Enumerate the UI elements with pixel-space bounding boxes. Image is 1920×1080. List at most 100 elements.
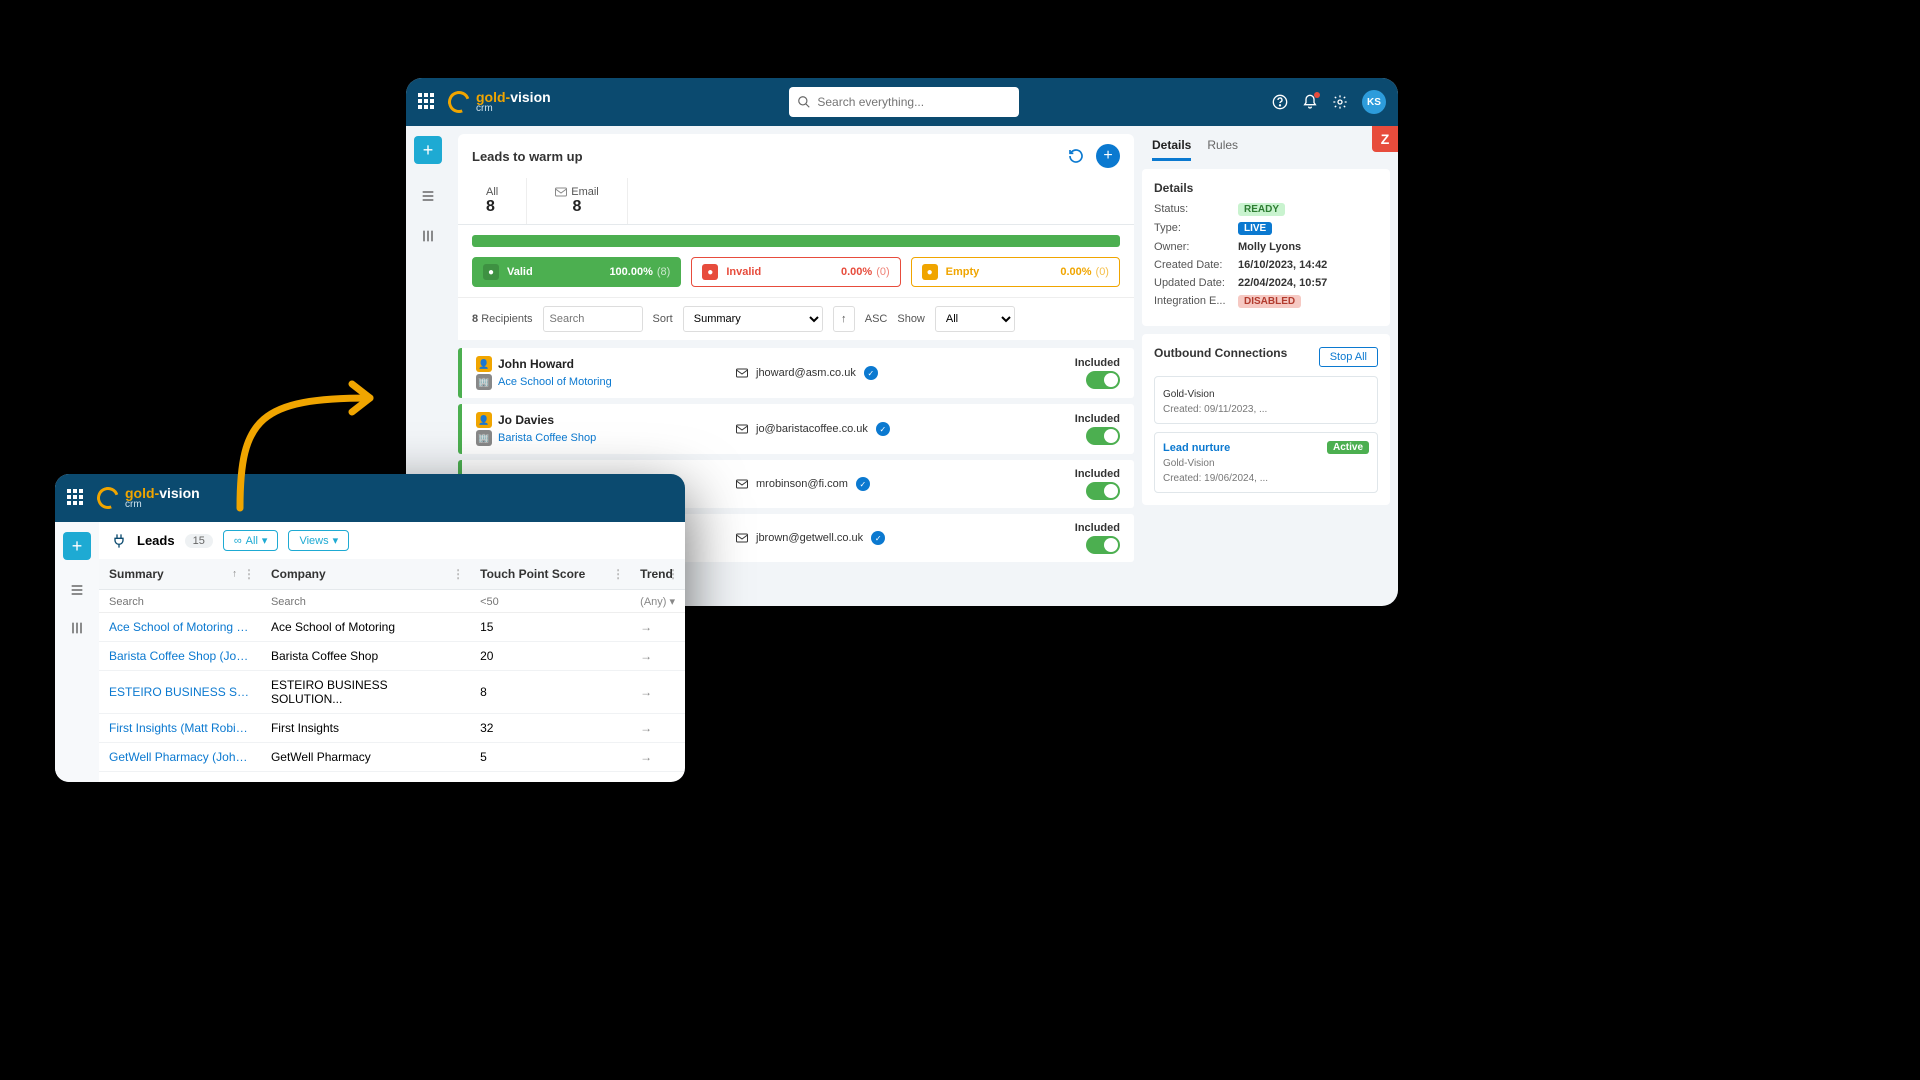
app-header-front: gold-vision crm (55, 474, 685, 522)
rail-columns-icon[interactable] (69, 620, 85, 636)
include-toggle[interactable] (1086, 371, 1120, 389)
created-value: 16/10/2023, 14:42 (1238, 259, 1327, 271)
progress-bar (472, 235, 1120, 247)
lead-summary-link[interactable]: Barista Coffee Shop (Jo Davies) (99, 642, 261, 671)
recipient-label: Recipients (481, 313, 532, 325)
apps-icon[interactable] (418, 93, 436, 111)
column-menu-icon[interactable]: ⋮ (452, 567, 464, 581)
column-label: Touch Point Score (480, 567, 585, 581)
refresh-button[interactable] (1064, 144, 1088, 168)
connection-card[interactable]: Lead nurtureActiveGold-VisionCreated: 19… (1154, 432, 1378, 493)
connection-name[interactable]: Lead nurture (1163, 442, 1230, 454)
include-toggle[interactable] (1086, 482, 1120, 500)
leads-title: Leads (137, 533, 175, 548)
column-filter-input[interactable] (480, 596, 620, 608)
lead-score: 5 (470, 743, 630, 772)
column-filter-input[interactable] (109, 596, 251, 608)
show-select[interactable]: All (935, 306, 1015, 332)
recipient-company[interactable]: Ace School of Motoring (498, 376, 612, 388)
table-row[interactable]: GetWell Pharmacy (John Brown)GetWell Pha… (99, 743, 685, 772)
column-header[interactable]: Touch Point Score ⋮ (470, 559, 630, 590)
column-menu-icon[interactable]: ⋮ (667, 567, 679, 581)
column-filter-input[interactable] (271, 596, 460, 608)
side-tab-details[interactable]: Details (1152, 138, 1191, 161)
status-pill[interactable]: ●Empty0.00%(0) (911, 257, 1120, 287)
table-row[interactable]: ESTEIRO BUSINESS SOLUTION...ESTEIRO BUSI… (99, 671, 685, 714)
lead-summary-link[interactable]: ESTEIRO BUSINESS SOLUTION... (99, 671, 261, 714)
side-tab-rules[interactable]: Rules (1207, 138, 1238, 161)
global-search[interactable] (789, 87, 1019, 117)
column-header[interactable]: Company⋮ (261, 559, 470, 590)
apps-icon[interactable] (67, 489, 85, 507)
lead-summary-link[interactable]: Ace School of Motoring (John ... (99, 613, 261, 642)
views-chip[interactable]: Views▾ (288, 530, 349, 551)
recipient-row[interactable]: 👤John Howard🏢Ace School of Motoringjhowa… (458, 348, 1134, 398)
connection-sub: Gold-Vision (1163, 458, 1369, 469)
global-search-input[interactable] (817, 95, 1011, 109)
rail-add-button[interactable]: + (63, 532, 91, 560)
lead-score: 8 (470, 671, 630, 714)
include-toggle[interactable] (1086, 427, 1120, 445)
column-menu-icon[interactable]: ⋮ (243, 567, 255, 581)
table-row[interactable]: Ace School of Motoring (John ...Ace Scho… (99, 613, 685, 642)
included-label: Included (1000, 522, 1120, 534)
rail-columns-icon[interactable] (420, 228, 436, 244)
sort-asc-icon[interactable]: ↑ (232, 569, 237, 580)
sort-select[interactable]: Summary (683, 306, 823, 332)
add-button[interactable]: + (1096, 144, 1120, 168)
help-icon[interactable] (1272, 94, 1288, 110)
logo-subtext: crm (125, 500, 200, 510)
stop-all-button[interactable]: Stop All (1319, 347, 1378, 367)
sort-dir-label: ASC (865, 313, 888, 325)
table-row[interactable]: Barista Coffee Shop (Jo Davies)Barista C… (99, 642, 685, 671)
z-badge-icon[interactable]: Z (1372, 126, 1398, 152)
recipient-filter-bar: 8 Recipients Sort Summary ↑ ASC Show All (458, 297, 1134, 340)
table-row[interactable]: First Insights (Matt Robinson)First Insi… (99, 714, 685, 743)
tab-email[interactable]: Email 8 (527, 178, 628, 224)
field-label: Integration E... (1154, 295, 1238, 308)
rail-add-button[interactable]: + (414, 136, 442, 164)
front-left-rail: + (55, 522, 99, 782)
settings-icon[interactable] (1332, 94, 1348, 110)
recipient-row[interactable]: 👤Jo Davies🏢Barista Coffee Shopjo@barista… (458, 404, 1134, 454)
tab-email-label: Email (571, 186, 599, 198)
rail-menu-icon[interactable] (420, 188, 436, 204)
plug-icon (111, 533, 127, 549)
status-pill[interactable]: ●Invalid0.00%(0) (691, 257, 900, 287)
field-label: Created Date: (1154, 259, 1238, 271)
notifications-icon[interactable] (1302, 94, 1318, 110)
status-badge: READY (1238, 203, 1285, 216)
included-label: Included (1000, 468, 1120, 480)
logo-mark-icon (97, 487, 119, 509)
leads-toolbar: Leads 15 ∞All▾ Views▾ (99, 522, 685, 559)
rail-menu-icon[interactable] (69, 582, 85, 598)
filter-all-chip[interactable]: ∞All▾ (223, 530, 279, 551)
recipient-company[interactable]: Barista Coffee Shop (498, 432, 596, 444)
recipient-email: mrobinson@fi.com (756, 478, 848, 490)
field-label: Status: (1154, 203, 1238, 216)
column-menu-icon[interactable]: ⋮ (612, 567, 624, 581)
recipient-search-input[interactable] (543, 306, 643, 332)
tab-all[interactable]: All 8 (458, 178, 527, 224)
pill-label: Valid (507, 266, 533, 278)
column-filter-any[interactable]: (Any) ▾ (640, 596, 675, 608)
logo-subtext: crm (476, 104, 551, 114)
status-pill[interactable]: ●Valid100.00%(8) (472, 257, 681, 287)
lead-summary-link[interactable]: GetWell Pharmacy (John Brown) (99, 743, 261, 772)
column-header[interactable]: Summary↑⋮ (99, 559, 261, 590)
connection-status-badge: Active (1327, 441, 1369, 454)
pill-count: (0) (1096, 266, 1109, 278)
sort-direction-button[interactable]: ↑ (833, 306, 855, 332)
trend-icon: → (630, 671, 685, 714)
lead-company: Barista Coffee Shop (261, 642, 470, 671)
recipient-name: Jo Davies (498, 413, 554, 427)
include-toggle[interactable] (1086, 536, 1120, 554)
connection-card[interactable]: Gold-VisionCreated: 09/11/2023, ... (1154, 376, 1378, 424)
included-label: Included (1000, 357, 1120, 369)
column-header[interactable]: Trend⋮ (630, 559, 685, 590)
user-avatar[interactable]: KS (1362, 90, 1386, 114)
lead-company: First Insights (261, 714, 470, 743)
recipient-email: jhoward@asm.co.uk (756, 367, 856, 379)
type-badge: LIVE (1238, 222, 1272, 235)
lead-summary-link[interactable]: First Insights (Matt Robinson) (99, 714, 261, 743)
